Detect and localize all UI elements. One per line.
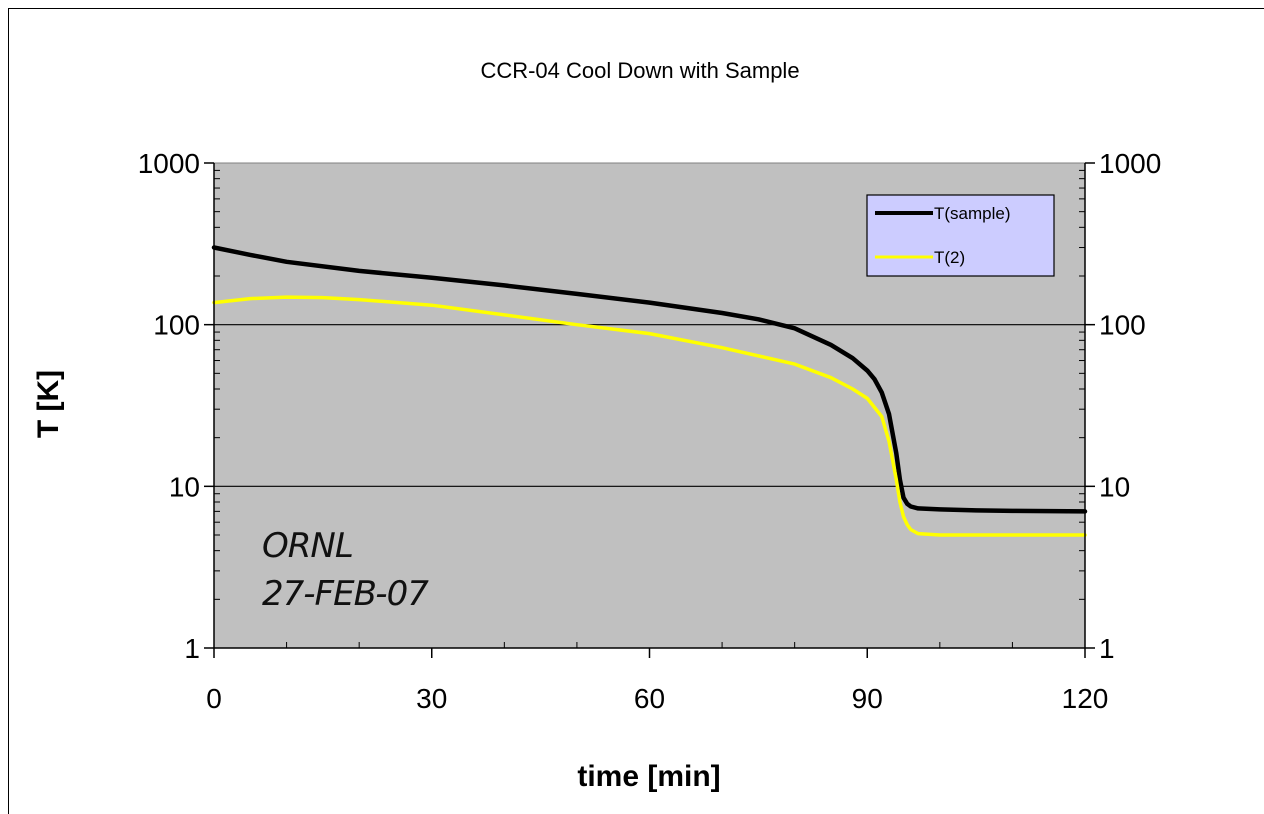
y-tick-label-right: 10 [1099,471,1130,502]
minor-ticks [214,169,1085,648]
y-tick-label-right: 100 [1099,310,1146,341]
series-line-0 [211,245,1088,514]
chart-frame [8,8,1264,814]
axes [204,162,1095,658]
x-tick-label: 90 [852,683,883,714]
legend-label-t2: T(2) [934,248,965,267]
gridlines [214,324,1085,487]
x-tick-label: 0 [206,683,222,714]
chart-title: CCR-04 Cool Down with Sample [480,58,799,83]
y-axis-title: T [K] [32,370,65,438]
x-tick-label: 60 [634,683,665,714]
legend-box [866,194,1055,277]
annotation-org: ORNL [262,526,353,566]
y-tick-label-left: 1000 [138,148,200,179]
tick-labels: 1 1 10 10 100 100 1000 1000 0 30 60 90 120 [138,148,1162,714]
series-layer [211,245,1088,537]
y-tick-label-right: 1 [1099,633,1115,664]
y-tick-label-left: 1 [184,633,200,664]
x-tick-label: 120 [1062,683,1109,714]
annotation-date: 27-FEB-07 [262,574,429,614]
legend: T(sample) T(2) [866,194,1055,277]
y-tick-label-left: 100 [153,310,200,341]
y-tick-label-left: 10 [169,471,200,502]
series-line-1 [212,295,1087,537]
legend-label-sample: T(sample) [934,204,1011,223]
y-tick-label-right: 1000 [1099,148,1161,179]
x-axis-title: time [min] [577,760,720,793]
x-tick-label: 30 [416,683,447,714]
